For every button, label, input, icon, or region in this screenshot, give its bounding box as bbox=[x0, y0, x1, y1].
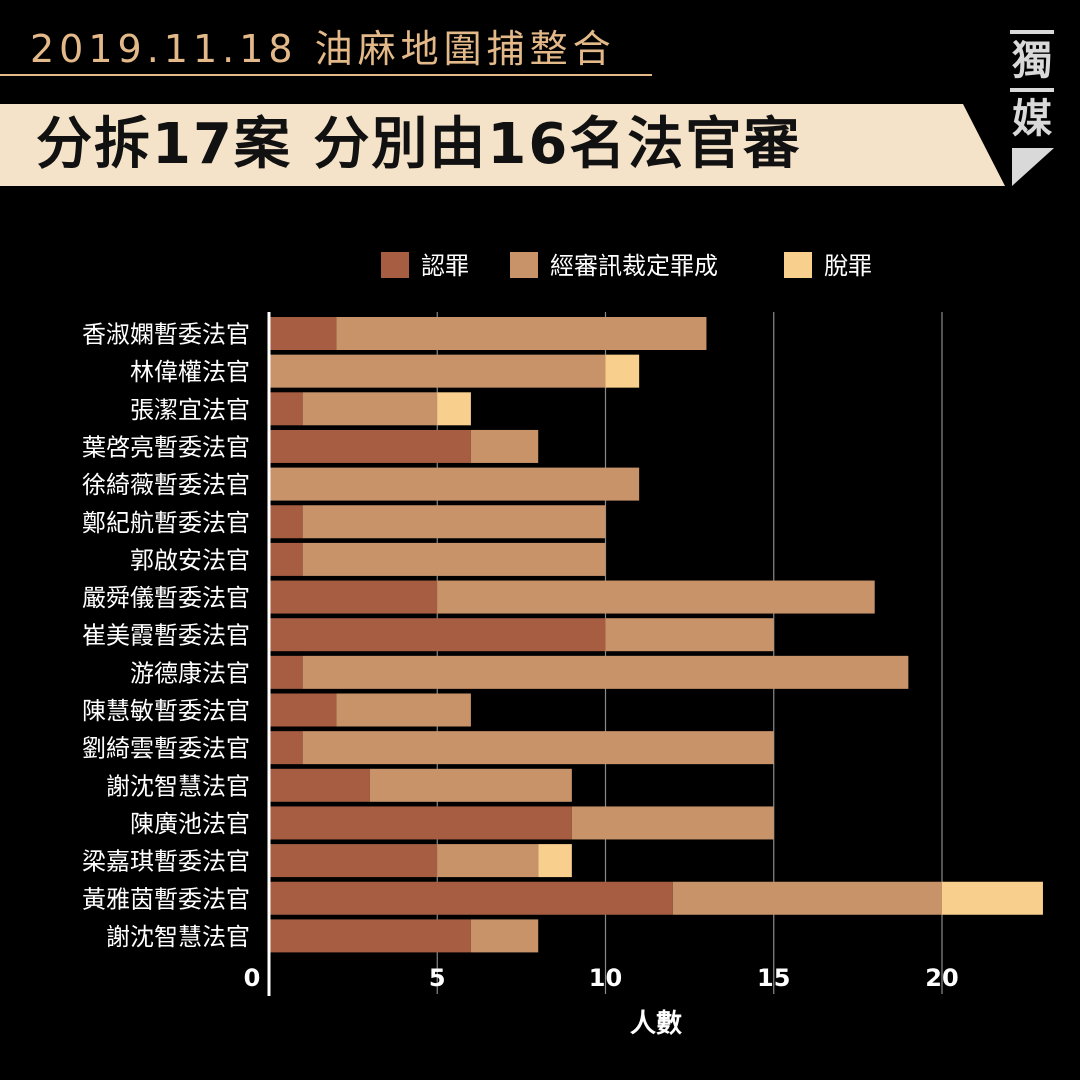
bar-segment-1 bbox=[269, 505, 303, 539]
bar-segment-2 bbox=[302, 655, 909, 689]
category-label: 張潔宜法官 bbox=[130, 396, 250, 424]
headline-banner bbox=[0, 104, 1005, 186]
category-label: 黃雅茵暫委法官 bbox=[82, 885, 250, 913]
bar-segment-2 bbox=[672, 881, 942, 915]
x-tick-label: 15 bbox=[757, 964, 790, 992]
bar-segment-1 bbox=[269, 919, 471, 953]
bar-segment-1 bbox=[269, 768, 370, 802]
headline: 分拆17案 分別由16名法官審 bbox=[36, 112, 802, 177]
legend-swatch bbox=[381, 252, 409, 278]
category-label: 劉綺雲暫委法官 bbox=[82, 735, 250, 763]
bar-segment-2 bbox=[302, 731, 774, 765]
bar-segment-1 bbox=[269, 693, 337, 727]
category-label: 徐綺薇暫委法官 bbox=[82, 471, 250, 499]
bar-segment-3 bbox=[538, 844, 572, 878]
bar-segment-1 bbox=[269, 429, 471, 463]
legend-swatch bbox=[784, 252, 812, 278]
bar-segment-2 bbox=[302, 505, 606, 539]
category-label: 陳廣池法官 bbox=[130, 810, 250, 838]
bar-segment-2 bbox=[437, 844, 539, 878]
bar-segment-1 bbox=[269, 806, 572, 840]
category-label: 林偉權法官 bbox=[130, 358, 250, 386]
x-tick-label: 20 bbox=[925, 964, 958, 992]
category-label: 郭啟安法官 bbox=[130, 546, 250, 574]
bar-segment-1 bbox=[269, 618, 606, 652]
bar-segment-2 bbox=[470, 429, 539, 463]
bar-segment-2 bbox=[269, 354, 606, 388]
legend-label: 認罪 bbox=[421, 252, 469, 280]
x-tick-label: 0 bbox=[244, 964, 261, 992]
brand-logo: 獨 媒 bbox=[1006, 30, 1058, 190]
bar-segment-1 bbox=[269, 392, 303, 426]
logo-char-bottom: 媒 bbox=[1012, 96, 1052, 142]
bar-segment-1 bbox=[269, 731, 303, 765]
bar-segment-3 bbox=[437, 392, 471, 426]
x-axis-title: 人數 bbox=[630, 1009, 682, 1039]
category-label: 游德康法官 bbox=[130, 659, 250, 687]
bar-segment-1 bbox=[269, 542, 303, 576]
bar-segment-3 bbox=[942, 881, 1043, 915]
bar-segment-1 bbox=[269, 580, 438, 614]
x-tick-label: 10 bbox=[589, 964, 622, 992]
bar-segment-1 bbox=[269, 317, 337, 350]
bar-segment-3 bbox=[605, 354, 640, 388]
bar-segment-2 bbox=[269, 467, 640, 501]
category-label: 鄭紀航暫委法官 bbox=[82, 509, 250, 537]
category-label: 嚴舜儀暫委法官 bbox=[82, 584, 250, 612]
category-label: 陳慧敏暫委法官 bbox=[82, 697, 250, 725]
bar-segment-2 bbox=[336, 693, 471, 727]
bar-segment-1 bbox=[269, 655, 303, 689]
category-label: 崔美霞暫委法官 bbox=[82, 622, 250, 650]
bar-segment-2 bbox=[369, 768, 572, 802]
x-tick-label: 5 bbox=[429, 964, 446, 992]
bar-segment-2 bbox=[302, 542, 606, 576]
legend-swatch bbox=[510, 252, 538, 278]
category-label: 梁嘉琪暫委法官 bbox=[82, 848, 250, 876]
bar-segment-1 bbox=[269, 881, 673, 915]
legend-label: 經審訊裁定罪成 bbox=[550, 252, 718, 280]
legend-label: 脫罪 bbox=[824, 252, 872, 280]
bar-segment-2 bbox=[470, 919, 539, 953]
date-line: 2019.11.18 油麻地圍捕整合 bbox=[30, 27, 616, 71]
bar-segment-1 bbox=[269, 844, 438, 878]
category-label: 葉啓亮暫委法官 bbox=[82, 433, 250, 461]
category-label: 香淑嫻暫委法官 bbox=[82, 321, 250, 349]
bar-segment-2 bbox=[437, 580, 875, 614]
category-label: 謝沈智慧法官 bbox=[106, 772, 250, 800]
bar-segment-2 bbox=[571, 806, 774, 840]
logo-char-top: 獨 bbox=[1012, 38, 1052, 84]
bar-segment-2 bbox=[336, 317, 707, 350]
date-underline bbox=[0, 74, 652, 76]
bar-segment-2 bbox=[605, 618, 774, 652]
bar-segment-2 bbox=[302, 392, 438, 426]
category-label: 謝沈智慧法官 bbox=[106, 923, 250, 951]
